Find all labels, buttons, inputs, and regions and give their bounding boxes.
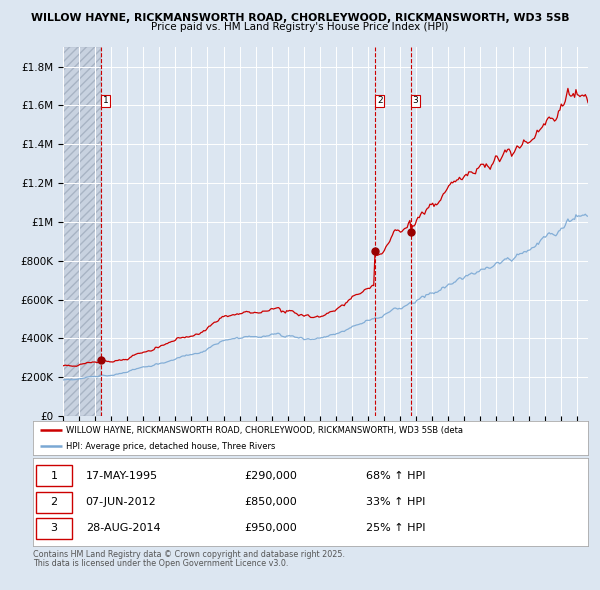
- Text: 68% ↑ HPI: 68% ↑ HPI: [366, 471, 425, 481]
- FancyBboxPatch shape: [36, 491, 73, 513]
- Text: 28-AUG-2014: 28-AUG-2014: [86, 523, 160, 533]
- Text: HPI: Average price, detached house, Three Rivers: HPI: Average price, detached house, Thre…: [66, 442, 275, 451]
- FancyBboxPatch shape: [36, 518, 73, 539]
- Text: £950,000: £950,000: [244, 523, 296, 533]
- Text: 07-JUN-2012: 07-JUN-2012: [86, 497, 157, 507]
- Text: £850,000: £850,000: [244, 497, 296, 507]
- Text: This data is licensed under the Open Government Licence v3.0.: This data is licensed under the Open Gov…: [33, 559, 289, 568]
- Text: 2: 2: [50, 497, 58, 507]
- Text: WILLOW HAYNE, RICKMANSWORTH ROAD, CHORLEYWOOD, RICKMANSWORTH, WD3 5SB (deta: WILLOW HAYNE, RICKMANSWORTH ROAD, CHORLE…: [66, 426, 463, 435]
- Text: 25% ↑ HPI: 25% ↑ HPI: [366, 523, 425, 533]
- Text: 1: 1: [50, 471, 58, 481]
- Text: Price paid vs. HM Land Registry's House Price Index (HPI): Price paid vs. HM Land Registry's House …: [151, 22, 449, 32]
- Text: 3: 3: [50, 523, 58, 533]
- Text: Contains HM Land Registry data © Crown copyright and database right 2025.: Contains HM Land Registry data © Crown c…: [33, 550, 345, 559]
- FancyBboxPatch shape: [36, 466, 73, 486]
- Text: 1: 1: [103, 96, 109, 105]
- Text: 2: 2: [377, 96, 383, 105]
- Text: 3: 3: [413, 96, 418, 105]
- Text: 33% ↑ HPI: 33% ↑ HPI: [366, 497, 425, 507]
- Text: WILLOW HAYNE, RICKMANSWORTH ROAD, CHORLEYWOOD, RICKMANSWORTH, WD3 5SB: WILLOW HAYNE, RICKMANSWORTH ROAD, CHORLE…: [31, 13, 569, 23]
- Text: £290,000: £290,000: [244, 471, 297, 481]
- Text: 17-MAY-1995: 17-MAY-1995: [86, 471, 158, 481]
